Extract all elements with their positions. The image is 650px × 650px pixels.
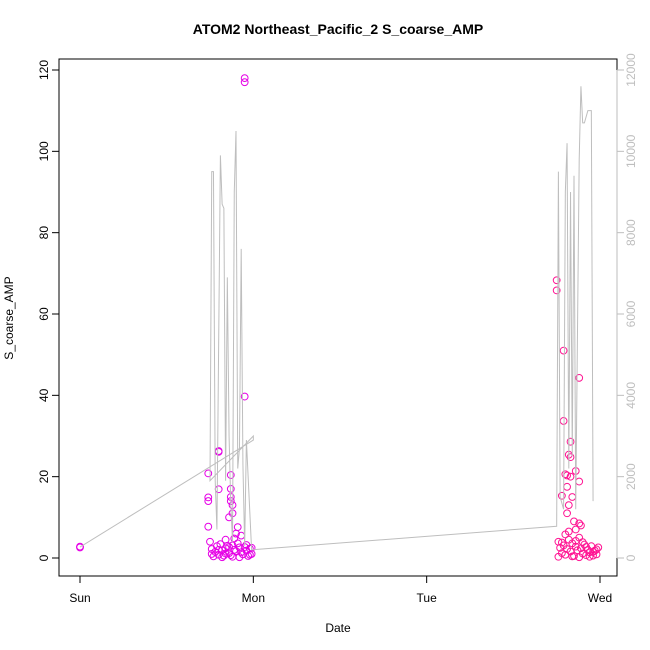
y-tick-label-20: 20 [37,470,51,484]
x-axis-label: Date [325,621,351,635]
data-point-1-32 [571,542,580,551]
data-point-1-54 [582,543,591,551]
y-axis-label: S_coarse_AMP [2,276,16,359]
data-point-1-47 [557,538,566,547]
data-point-0-57 [218,553,227,562]
data-point-1-18 [575,519,584,528]
data-point-0-17 [240,74,249,83]
y-tick-label-60: 60 [37,307,51,321]
y-tick-label-0: 0 [37,554,51,561]
data-point-0-19 [240,392,249,401]
data-point-1-1 [552,286,561,295]
data-point-0-42 [223,541,232,550]
data-point-1-7 [566,453,575,462]
data-point-1-46 [554,552,563,561]
data-point-1-12 [563,482,571,491]
data-point-1-14 [568,493,577,501]
data-point-0-18 [240,78,249,87]
y-tick-label-100: 100 [37,141,51,161]
series-line [79,86,594,551]
data-point-0-50 [207,550,216,558]
data-point-0-56 [245,550,254,559]
y2-tick-label-10000: 10000 [624,134,638,168]
data-point-0-2 [204,469,213,478]
data-point-0-10 [226,471,235,479]
data-point-1-0 [552,276,561,285]
x-tick-label-mon: Mon [242,591,265,605]
y-tick-label-120: 120 [37,60,51,80]
data-point-1-9 [561,470,570,479]
plot-frame [58,58,618,577]
data-point-0-38 [209,552,218,561]
data-point-1-20 [571,525,580,534]
y2-tick-label-4000: 4000 [624,382,638,409]
data-point-0-9 [214,485,223,494]
data-point-1-17 [575,477,584,486]
x-tick-label-wed: Wed [588,591,612,605]
y2-tick-label-12000: 12000 [624,53,638,87]
data-point-0-51 [214,545,223,554]
x-tick-label-tue: Tue [417,591,438,605]
data-point-1-3 [575,373,584,382]
data-point-0-3 [204,493,213,502]
data-point-1-42 [589,551,597,560]
data-point-1-57 [592,545,601,554]
x-tick-label-sun: Sun [69,591,90,605]
data-point-1-49 [564,527,573,536]
data-point-0-54 [235,553,244,562]
y2-tick-label-0: 0 [624,554,638,561]
data-point-0-20 [233,523,242,531]
y2-tick-label-2000: 2000 [624,463,638,490]
data-point-1-11 [566,472,575,481]
axis-layer: 0 20 40 60 80 100 120 0 2000 4000 6000 8000 10000 120… [37,53,638,605]
data-point-1-16 [563,509,571,518]
y2-tick-label-6000: 6000 [624,300,638,327]
data-point-1-2 [559,346,568,355]
data-point-1-45 [594,543,603,552]
data-point-0-46 [237,548,246,557]
data-point-1-13 [557,491,566,500]
data-point-1-5 [566,437,575,446]
y-tick-label-40: 40 [37,388,51,402]
data-point-1-21 [570,517,578,526]
data-point-1-15 [564,501,573,510]
data-point-0-1 [76,543,84,552]
data-point-0-5 [204,522,213,531]
chart-title: ATOM2 Northeast_Pacific_2 S_coarse_AMP [193,21,484,37]
data-point-0-48 [244,552,253,560]
data-point-1-52 [575,553,584,562]
plot-layer [76,74,603,562]
data-point-0-4 [204,497,213,505]
data-point-0-6 [206,537,214,546]
data-point-0-58 [225,543,233,551]
y-tick-label-80: 80 [37,226,51,240]
data-point-0-33 [235,543,244,552]
y2-tick-label-8000: 8000 [624,219,638,246]
data-point-0-55 [242,541,251,549]
data-point-0-43 [226,551,235,560]
data-point-1-19 [577,521,585,530]
data-point-0-45 [233,539,242,548]
